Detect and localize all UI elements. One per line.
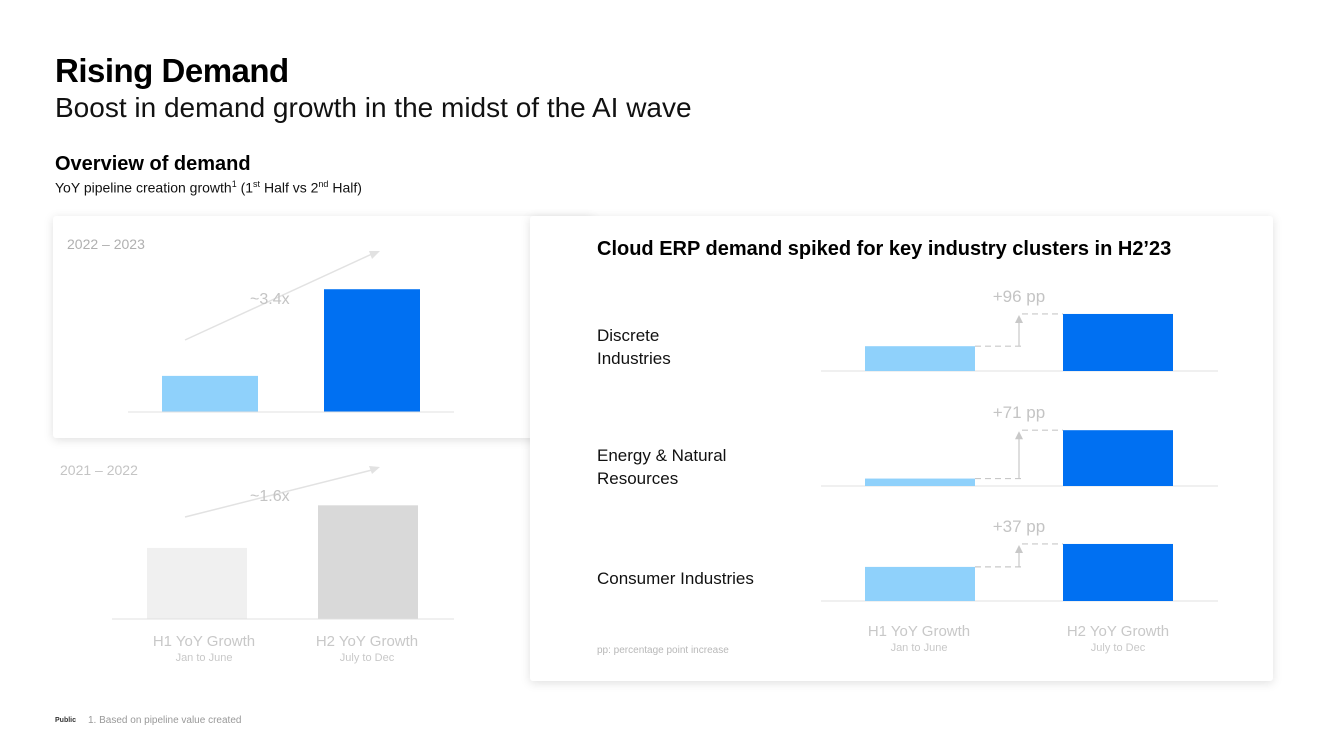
bar-h1: [865, 566, 975, 601]
industry-row-energy: +71 pp: [821, 403, 1218, 487]
bar-2021-h2: [318, 505, 418, 619]
category-line2: Industries: [597, 349, 671, 368]
category-line1: Energy & Natural: [597, 446, 727, 465]
pp-note: pp: percentage point increase: [597, 645, 729, 656]
footnote: 1. Based on pipeline value created: [88, 715, 242, 726]
section-subtitle-open: (1: [236, 179, 254, 196]
category-line1: Discrete: [597, 326, 660, 345]
x-label-h1-left: H1 YoY Growth: [153, 633, 255, 650]
x-label-h1-right: H1 YoY Growth: [868, 623, 970, 640]
chart-2021-2022-annotation: ~1.6x: [250, 488, 290, 505]
page-subtitle: Boost in demand growth in the midst of t…: [55, 92, 692, 123]
section-title: Overview of demand: [55, 153, 251, 175]
bar-h2: [1063, 313, 1173, 371]
x-label-h2-right: H2 YoY Growth: [1067, 623, 1169, 640]
increase-arrow-head: [1015, 431, 1023, 440]
bar-2021-h1: [147, 547, 247, 619]
x-label-h2-left: H2 YoY Growth: [316, 633, 418, 650]
bar-h2: [1063, 430, 1173, 486]
category-line1: Consumer Industries: [597, 569, 754, 588]
increase-arrow-head: [1015, 544, 1023, 553]
section-subtitle-close: Half): [328, 179, 362, 196]
increase-label: +96 pp: [993, 287, 1045, 306]
bar-h1: [865, 478, 975, 486]
industry-row-discrete: +96 pp: [821, 287, 1218, 372]
industry-row-consumer: +37 pp: [821, 517, 1218, 602]
footnote-mark: 1: [231, 179, 237, 189]
ordinal-st: st: [253, 179, 261, 189]
section-subtitle-main: YoY pipeline creation growth: [55, 179, 232, 196]
trend-arrow-head: [369, 251, 380, 259]
trend-arrow-line: [184, 253, 373, 341]
card-2022-2023: [53, 216, 593, 438]
x-sublabel-h2-right: July to Dec: [1091, 642, 1146, 654]
chart-2022-2023-title: 2022 – 2023: [67, 236, 145, 252]
bar-2022-h1: [162, 375, 258, 412]
category-label-discrete: Discrete Industries: [597, 324, 671, 370]
x-sublabel-h1-right: Jan to June: [891, 642, 948, 654]
chart-2022-2023-annotation: ~3.4x: [250, 291, 290, 308]
increase-label: +71 pp: [993, 403, 1045, 422]
classification-tag: Public: [55, 717, 77, 724]
increase-arrow-head: [1015, 314, 1023, 323]
page-title: Rising Demand: [55, 52, 289, 89]
ordinal-nd: nd: [318, 179, 329, 189]
x-sublabel-h1-left: Jan to June: [176, 652, 233, 664]
trend-arrow-head: [369, 466, 380, 474]
bar-h2: [1063, 543, 1173, 601]
category-label-consumer: Consumer Industries: [597, 567, 754, 590]
section-subtitle: YoY pipeline creation growth1 (1st Half …: [55, 179, 362, 196]
category-label-energy: Energy & Natural Resources: [597, 444, 726, 490]
bar-h1: [865, 346, 975, 371]
bar-2022-h2: [324, 289, 420, 412]
chart-2021-2022-title: 2021 – 2022: [60, 462, 138, 478]
industry-chart-title: Cloud ERP demand spiked for key industry…: [597, 238, 1172, 260]
category-line2: Resources: [597, 469, 679, 488]
increase-label: +37 pp: [993, 517, 1045, 536]
trend-arrow-line: [184, 469, 373, 518]
section-subtitle-mid: Half vs 2: [260, 179, 319, 196]
x-sublabel-h2-left: July to Dec: [340, 652, 395, 664]
